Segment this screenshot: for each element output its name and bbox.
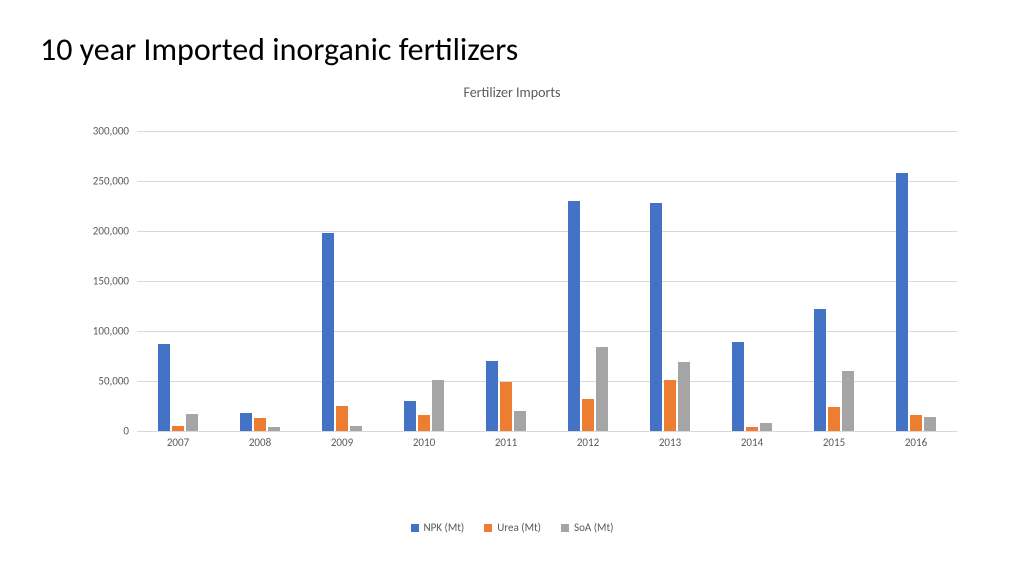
bar-group <box>137 131 219 431</box>
bar <box>186 414 198 431</box>
legend-item: Urea (Mt) <box>484 521 541 534</box>
bar-group <box>219 131 301 431</box>
bar <box>254 418 266 431</box>
bar <box>336 406 348 431</box>
legend-swatch <box>411 524 419 532</box>
bar <box>678 362 690 431</box>
bar <box>664 380 676 431</box>
bar <box>240 413 252 431</box>
bar <box>650 203 662 431</box>
y-axis-label: 200,000 <box>69 225 129 238</box>
bar <box>404 401 416 431</box>
x-axis-label: 2007 <box>137 436 219 456</box>
x-axis-labels: 2007200820092010201120122013201420152016 <box>137 436 957 456</box>
bar-group <box>629 131 711 431</box>
bar-group <box>465 131 547 431</box>
bar <box>418 415 430 431</box>
bar <box>760 423 772 431</box>
bar <box>432 380 444 431</box>
x-axis-label: 2011 <box>465 436 547 456</box>
bar <box>568 201 580 431</box>
y-axis-label: 300,000 <box>69 125 129 138</box>
bar <box>582 399 594 431</box>
bar <box>828 407 840 431</box>
bar <box>910 415 922 431</box>
y-axis-label: 250,000 <box>69 175 129 188</box>
bar <box>896 173 908 431</box>
y-axis-label: 150,000 <box>69 275 129 288</box>
bar <box>500 382 512 431</box>
x-axis-label: 2014 <box>711 436 793 456</box>
bar <box>268 427 280 431</box>
x-axis-label: 2015 <box>793 436 875 456</box>
x-axis-label: 2008 <box>219 436 301 456</box>
x-axis-label: 2012 <box>547 436 629 456</box>
chart-title: Fertilizer Imports <box>40 84 984 101</box>
bar <box>486 361 498 431</box>
bar <box>514 411 526 431</box>
y-axis-label: 0 <box>69 425 129 438</box>
bars-area <box>137 131 957 431</box>
bar <box>172 426 184 431</box>
legend-swatch <box>561 524 569 532</box>
legend-item: NPK (Mt) <box>411 521 465 534</box>
bar <box>746 427 758 431</box>
y-axis-label: 100,000 <box>69 325 129 338</box>
x-axis-label: 2013 <box>629 436 711 456</box>
page-title: 10 year Imported inorganic fertilizers <box>40 30 984 69</box>
legend-label: SoA (Mt) <box>574 521 613 534</box>
bar <box>924 417 936 431</box>
bar <box>350 426 362 431</box>
y-axis-label: 50,000 <box>69 375 129 388</box>
legend-label: NPK (Mt) <box>424 521 465 534</box>
x-axis-label: 2009 <box>301 436 383 456</box>
x-axis-label: 2010 <box>383 436 465 456</box>
legend-swatch <box>484 524 492 532</box>
bar-group <box>547 131 629 431</box>
bar-group <box>301 131 383 431</box>
x-axis-label: 2016 <box>875 436 957 456</box>
bar <box>814 309 826 431</box>
bar-group <box>875 131 957 431</box>
bar <box>732 342 744 431</box>
bar-group <box>793 131 875 431</box>
bar <box>596 347 608 431</box>
bar-group <box>711 131 793 431</box>
bar <box>322 233 334 431</box>
bar <box>842 371 854 431</box>
bar-group <box>383 131 465 431</box>
chart-container: 0 50,000 100,000 150,000 200,000 250,000 300,0… <box>67 121 957 471</box>
bar <box>158 344 170 431</box>
legend: NPK (Mt) Urea (Mt) SoA (Mt) <box>40 521 984 535</box>
plot-area <box>137 131 957 432</box>
legend-item: SoA (Mt) <box>561 521 613 534</box>
legend-label: Urea (Mt) <box>497 521 541 534</box>
